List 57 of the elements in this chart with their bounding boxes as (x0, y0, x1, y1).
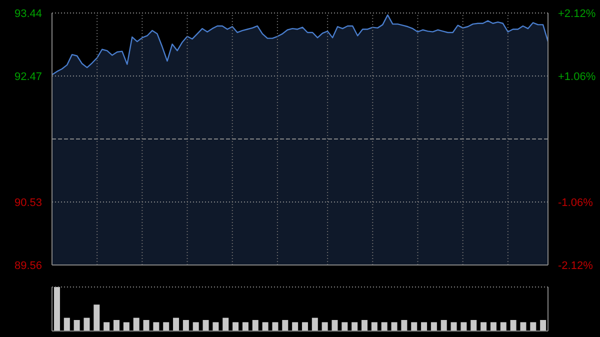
bar (470, 320, 477, 331)
bar (490, 322, 496, 331)
bar (212, 322, 219, 331)
bar (123, 322, 130, 331)
bar (222, 318, 229, 331)
bar (391, 322, 398, 331)
bar (292, 322, 298, 331)
y2-tick-label: -2.12% (558, 260, 594, 272)
bar (84, 318, 90, 331)
bar (540, 320, 546, 331)
bar (362, 320, 368, 331)
bar (252, 320, 258, 331)
bar (242, 322, 248, 331)
y-tick-label: 90.53 (14, 197, 42, 209)
bar (133, 318, 140, 331)
bar (450, 322, 457, 331)
bar (173, 318, 180, 331)
bar (530, 322, 536, 331)
y2-tick-label: -1.06% (558, 197, 594, 209)
bar (153, 322, 160, 331)
bar (322, 322, 328, 331)
bar (262, 322, 268, 331)
bar (401, 320, 408, 331)
bar (371, 322, 378, 331)
bar (202, 320, 209, 331)
y2-tick-label: +1.06% (558, 71, 596, 83)
bar (312, 318, 318, 331)
bar (272, 322, 278, 331)
y2-tick-label: +2.12% (558, 8, 596, 20)
bar (421, 322, 428, 331)
bar (302, 322, 308, 331)
bar (500, 322, 506, 331)
y-tick-label: 93.44 (14, 8, 42, 20)
y-tick-label: 89.56 (14, 260, 42, 272)
bar (232, 322, 239, 331)
bar (64, 318, 70, 331)
bar (143, 320, 150, 331)
bar (282, 320, 288, 331)
bar (520, 322, 526, 331)
bar (440, 320, 447, 331)
bar (381, 322, 388, 331)
bar (342, 322, 348, 331)
bar (352, 322, 358, 331)
bar (104, 322, 110, 331)
bar (510, 320, 516, 331)
bar (94, 304, 100, 331)
bar (460, 322, 467, 331)
bar (74, 320, 80, 331)
bar (411, 322, 418, 331)
bar (480, 322, 487, 331)
bar (192, 322, 199, 331)
bar (332, 320, 338, 331)
bar (163, 322, 170, 331)
bar (430, 322, 437, 331)
bar (114, 320, 120, 331)
y-tick-label: 92.47 (14, 71, 42, 83)
bar (182, 320, 189, 331)
